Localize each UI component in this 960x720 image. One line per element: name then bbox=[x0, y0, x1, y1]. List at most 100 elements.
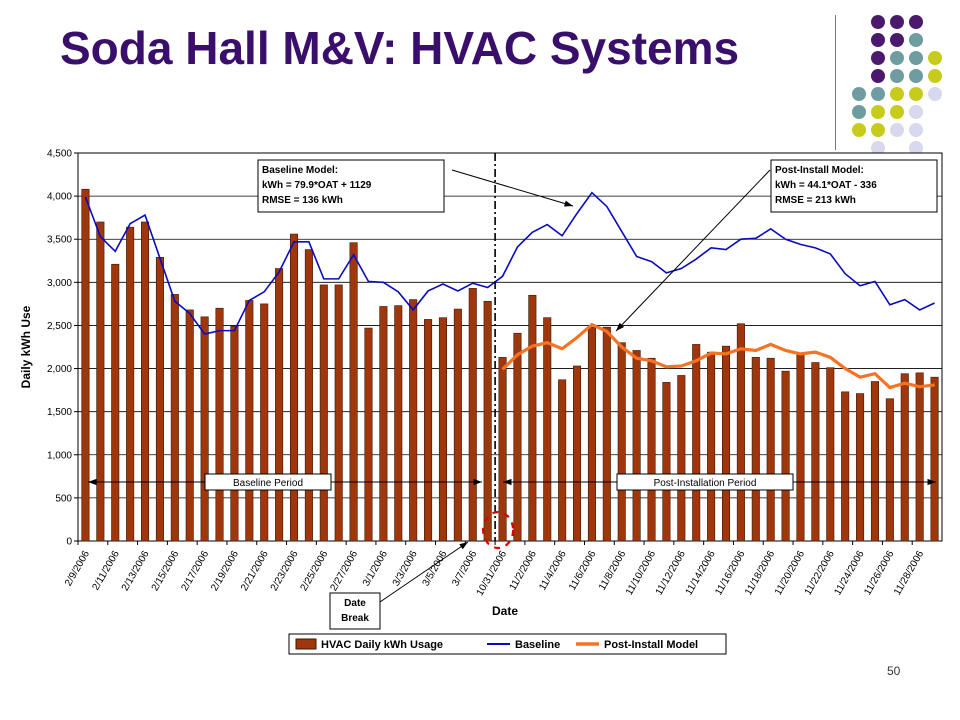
decorative-dot bbox=[890, 69, 904, 83]
decorative-dot bbox=[909, 69, 923, 83]
y-tick-label: 1,000 bbox=[47, 450, 72, 461]
bar bbox=[841, 391, 850, 542]
baseline-model-arrow-head bbox=[564, 200, 573, 207]
bar bbox=[81, 188, 90, 542]
x-tick-label: 11/24/2006 bbox=[832, 549, 866, 598]
y-tick-label: 3,000 bbox=[47, 278, 72, 289]
y-tick-label: 4,000 bbox=[47, 192, 72, 203]
annotations: Baseline Model: kWh = 79.9*OAT + 1129 RMSE… bbox=[88, 153, 938, 630]
line-series bbox=[84, 191, 935, 390]
decorative-dot bbox=[871, 141, 885, 155]
bar bbox=[602, 326, 611, 542]
bar bbox=[483, 301, 492, 542]
decorative-dot bbox=[890, 87, 904, 101]
bar bbox=[856, 393, 865, 542]
bar bbox=[811, 362, 820, 542]
x-tick-label: 2/19/2006 bbox=[209, 549, 241, 593]
x-tick-label: 11/22/2006 bbox=[803, 549, 837, 598]
bar bbox=[155, 257, 164, 542]
x-tick-label: 11/10/2006 bbox=[624, 549, 658, 598]
bar bbox=[394, 305, 403, 542]
bar bbox=[141, 221, 150, 542]
decorative-dot-grid bbox=[852, 15, 942, 155]
baseline-model-text: kWh = 79.9*OAT + 1129 bbox=[262, 180, 372, 191]
x-tick-label: 3/1/2006 bbox=[361, 549, 390, 589]
decorative-dot bbox=[890, 33, 904, 47]
y-tick-label: 4,500 bbox=[47, 149, 72, 160]
bar bbox=[647, 357, 656, 542]
bar bbox=[558, 379, 567, 542]
x-tick-label: 11/28/2006 bbox=[892, 549, 926, 598]
x-tick-label: 11/4/2006 bbox=[537, 549, 569, 593]
bar bbox=[662, 382, 671, 542]
bar bbox=[587, 326, 596, 542]
bar bbox=[513, 332, 522, 542]
date-break-arrow bbox=[379, 541, 469, 603]
x-tick-label: 11/14/2006 bbox=[684, 549, 718, 598]
bar bbox=[289, 233, 299, 542]
decorative-dot bbox=[928, 69, 942, 83]
bar bbox=[826, 367, 835, 542]
decorative-dot bbox=[871, 105, 885, 119]
legend: HVAC Daily kWh Usage Baseline Post-Install… bbox=[288, 633, 727, 655]
bar bbox=[736, 323, 745, 542]
decorative-dot bbox=[871, 15, 885, 29]
bar bbox=[900, 373, 909, 542]
bar bbox=[721, 345, 731, 542]
bar bbox=[126, 226, 135, 542]
bar bbox=[230, 326, 239, 542]
decorative-dot bbox=[852, 105, 866, 119]
post-model-text: Post-Install Model: bbox=[775, 165, 864, 176]
bar bbox=[260, 303, 269, 542]
post-model-text: RMSE = 213 kWh bbox=[775, 195, 856, 206]
x-tick-label: 11/16/2006 bbox=[713, 549, 747, 598]
x-tick-label: 3/5/2006 bbox=[421, 549, 450, 589]
bar bbox=[617, 342, 626, 542]
decorative-dot bbox=[928, 87, 942, 101]
bar bbox=[185, 309, 194, 542]
baseline-period-box bbox=[204, 473, 332, 491]
decorative-dot bbox=[871, 51, 885, 65]
bar bbox=[915, 372, 924, 542]
baseline-model-box bbox=[257, 159, 445, 213]
x-tick-label: 2/21/2006 bbox=[239, 549, 271, 593]
decorative-dot bbox=[909, 87, 923, 101]
x-tick-label: 2/9/2006 bbox=[63, 549, 92, 589]
x-tick-label: 11/8/2006 bbox=[597, 549, 629, 593]
legend-swatch-bar bbox=[295, 638, 317, 650]
x-tick-label: 2/25/2006 bbox=[299, 549, 331, 593]
page-number: 50 bbox=[887, 664, 901, 678]
bar bbox=[96, 221, 105, 542]
x-tick-label: 10/31/2006 bbox=[475, 549, 510, 598]
date-break-text: Date bbox=[344, 598, 366, 609]
title-divider-line bbox=[835, 15, 836, 150]
baseline-model-text: Baseline Model: bbox=[262, 165, 338, 176]
post-install-line bbox=[501, 322, 935, 390]
bar bbox=[632, 350, 641, 542]
baseline-model-arrow bbox=[451, 169, 574, 207]
post-period-arrow-left-head bbox=[503, 478, 512, 486]
x-tick-label: 2/27/2006 bbox=[328, 549, 360, 593]
bar bbox=[498, 357, 507, 542]
baseline-model-text: RMSE = 136 kWh bbox=[262, 195, 343, 206]
bar bbox=[751, 357, 760, 542]
post-period-box bbox=[616, 473, 794, 491]
slide-title: Soda Hall M&V: HVAC Systems bbox=[60, 22, 740, 74]
x-tick-label: 2/23/2006 bbox=[269, 549, 301, 593]
decorative-dot bbox=[909, 123, 923, 137]
decorative-dot bbox=[890, 123, 904, 137]
decorative-dot bbox=[909, 15, 923, 29]
decorative-dot bbox=[871, 123, 885, 137]
bar bbox=[170, 294, 179, 542]
date-break-text: Break bbox=[341, 613, 369, 624]
legend-label: Baseline bbox=[515, 639, 560, 651]
bar bbox=[334, 284, 343, 542]
x-tick-label: 2/17/2006 bbox=[179, 549, 211, 593]
baseline-period-arrow-left-head bbox=[88, 478, 97, 486]
legend-label: HVAC Daily kWh Usage bbox=[321, 639, 443, 651]
y-tick-label: 1,500 bbox=[47, 407, 72, 418]
bar bbox=[692, 344, 701, 542]
bar bbox=[111, 263, 120, 542]
post-period-arrow-right-head bbox=[927, 478, 936, 486]
bar bbox=[409, 299, 418, 542]
